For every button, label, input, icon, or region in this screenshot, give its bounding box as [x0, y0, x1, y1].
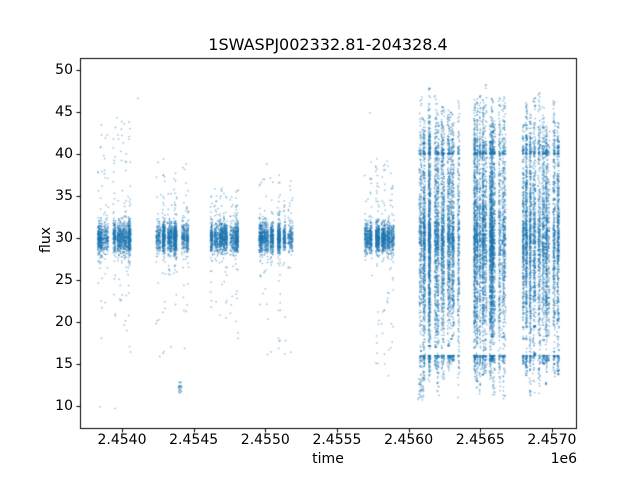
plot-title: 1SWASPJ002332.81-204328.4: [208, 35, 448, 54]
y-tick-label: 30: [55, 230, 73, 246]
y-tick-label: 20: [55, 313, 73, 330]
x-axis-offset-label: 1e6: [550, 451, 577, 467]
y-tick-label: 45: [55, 104, 73, 120]
y-tick-label: 10: [55, 397, 73, 414]
x-tick-label: 2.4545: [169, 432, 219, 448]
y-tick-label: 50: [55, 62, 73, 78]
x-tick-label: 2.4560: [384, 432, 434, 448]
y-tick-label: 40: [55, 146, 73, 162]
x-tick-label: 2.4540: [97, 432, 147, 448]
y-tick-label: 15: [55, 355, 73, 372]
x-tick-label: 2.4555: [312, 432, 362, 448]
x-tick-label: 2.4550: [240, 432, 290, 448]
x-tick-label: 2.4565: [455, 432, 505, 448]
x-axis-label: time: [312, 451, 344, 467]
y-tick-label: 35: [55, 188, 73, 204]
x-tick-label: 2.4570: [527, 432, 577, 448]
y-tick-label: 25: [55, 272, 73, 288]
